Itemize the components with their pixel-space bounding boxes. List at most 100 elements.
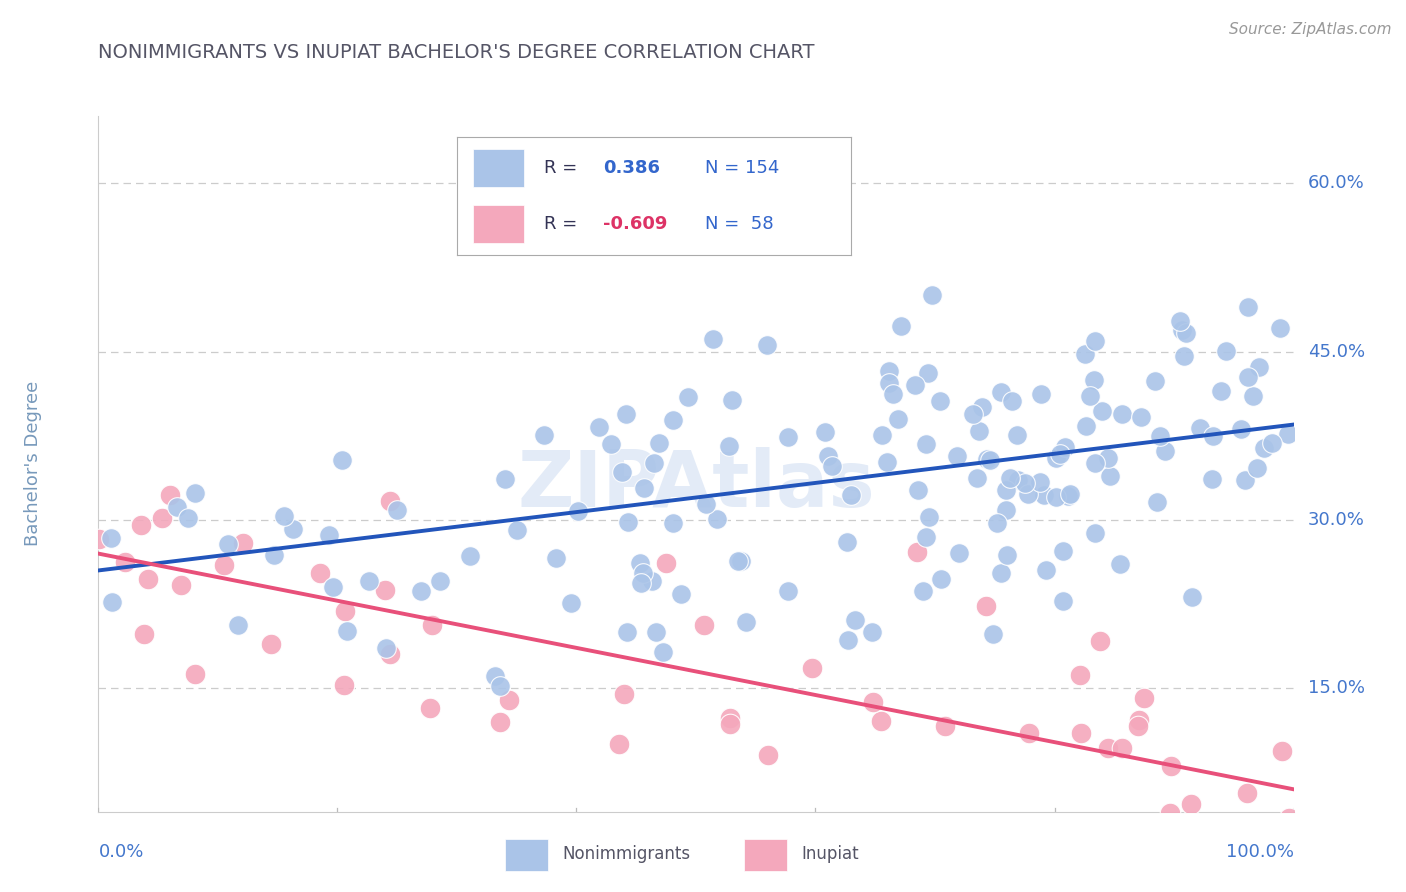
Point [1109, 557, 1132, 571]
Point [814, 425, 837, 439]
Point [1084, 334, 1107, 349]
Point [877, 376, 900, 390]
Point [263, 549, 285, 563]
Point [1126, 719, 1149, 733]
Point [862, 695, 884, 709]
Point [212, 558, 235, 572]
Point [1154, 444, 1177, 458]
Point [100, 532, 122, 546]
Point [934, 719, 956, 733]
Point [1143, 374, 1166, 388]
Point [1032, 488, 1054, 502]
Point [489, 679, 512, 693]
Point [718, 716, 741, 731]
Point [962, 407, 984, 421]
Point [1084, 525, 1107, 540]
Point [330, 452, 353, 467]
Point [1146, 495, 1168, 509]
Point [136, 573, 159, 587]
Point [1278, 811, 1301, 825]
Point [1014, 475, 1036, 490]
Point [720, 392, 742, 407]
Point [1160, 759, 1182, 773]
Point [692, 618, 714, 632]
Point [776, 430, 799, 444]
Point [616, 624, 638, 639]
Point [599, 437, 621, 451]
Point [617, 515, 640, 529]
Point [260, 637, 283, 651]
Point [948, 546, 970, 560]
Point [645, 624, 668, 639]
Point [1097, 451, 1119, 466]
Point [1230, 422, 1253, 436]
Point [380, 647, 402, 661]
Bar [505, 839, 548, 871]
Point [929, 572, 952, 586]
Point [1234, 838, 1257, 853]
Point [633, 481, 655, 495]
Point [801, 661, 824, 675]
Point [1090, 634, 1112, 648]
Text: -0.609: -0.609 [603, 215, 668, 234]
Bar [472, 149, 524, 186]
Point [918, 510, 941, 524]
Point [374, 583, 396, 598]
Point [756, 337, 779, 351]
Point [1035, 563, 1057, 577]
Point [458, 549, 481, 563]
Point [150, 511, 173, 525]
Point [886, 412, 908, 426]
Point [890, 318, 912, 333]
Point [613, 687, 636, 701]
Point [1241, 389, 1264, 403]
Text: N = 154: N = 154 [706, 159, 780, 177]
Point [1056, 489, 1078, 503]
Point [567, 504, 589, 518]
Point [560, 596, 582, 610]
Point [929, 394, 952, 409]
Point [1202, 429, 1225, 443]
Point [702, 332, 724, 346]
Point [817, 449, 839, 463]
Point [533, 428, 555, 442]
Point [998, 471, 1021, 485]
Point [727, 554, 749, 568]
Point [976, 451, 998, 466]
Point [101, 594, 124, 608]
Point [1128, 713, 1150, 727]
Point [921, 288, 943, 302]
Point [860, 625, 883, 640]
Point [1069, 668, 1091, 682]
Point [630, 576, 652, 591]
Point [1129, 410, 1152, 425]
Point [1209, 384, 1232, 399]
Point [166, 500, 188, 515]
Point [335, 624, 357, 638]
Point [1201, 838, 1223, 853]
Text: ZIPAtlas: ZIPAtlas [517, 447, 875, 523]
Point [318, 528, 340, 542]
Point [1078, 388, 1101, 402]
Point [1018, 725, 1040, 739]
Point [1111, 740, 1133, 755]
Point [1098, 469, 1121, 483]
Point [484, 669, 506, 683]
Point [995, 548, 1018, 562]
Point [1026, 838, 1049, 853]
Point [588, 419, 610, 434]
Point [870, 714, 893, 728]
Point [908, 838, 931, 853]
Point [1188, 421, 1211, 435]
Point [882, 387, 904, 401]
Point [1171, 323, 1194, 337]
Point [648, 436, 671, 450]
Point [159, 488, 181, 502]
Point [1054, 440, 1077, 454]
Text: 100.0%: 100.0% [1226, 843, 1294, 861]
Point [1005, 428, 1028, 442]
Point [1111, 407, 1133, 421]
Point [1097, 740, 1119, 755]
Point [1045, 450, 1067, 465]
Point [837, 632, 859, 647]
